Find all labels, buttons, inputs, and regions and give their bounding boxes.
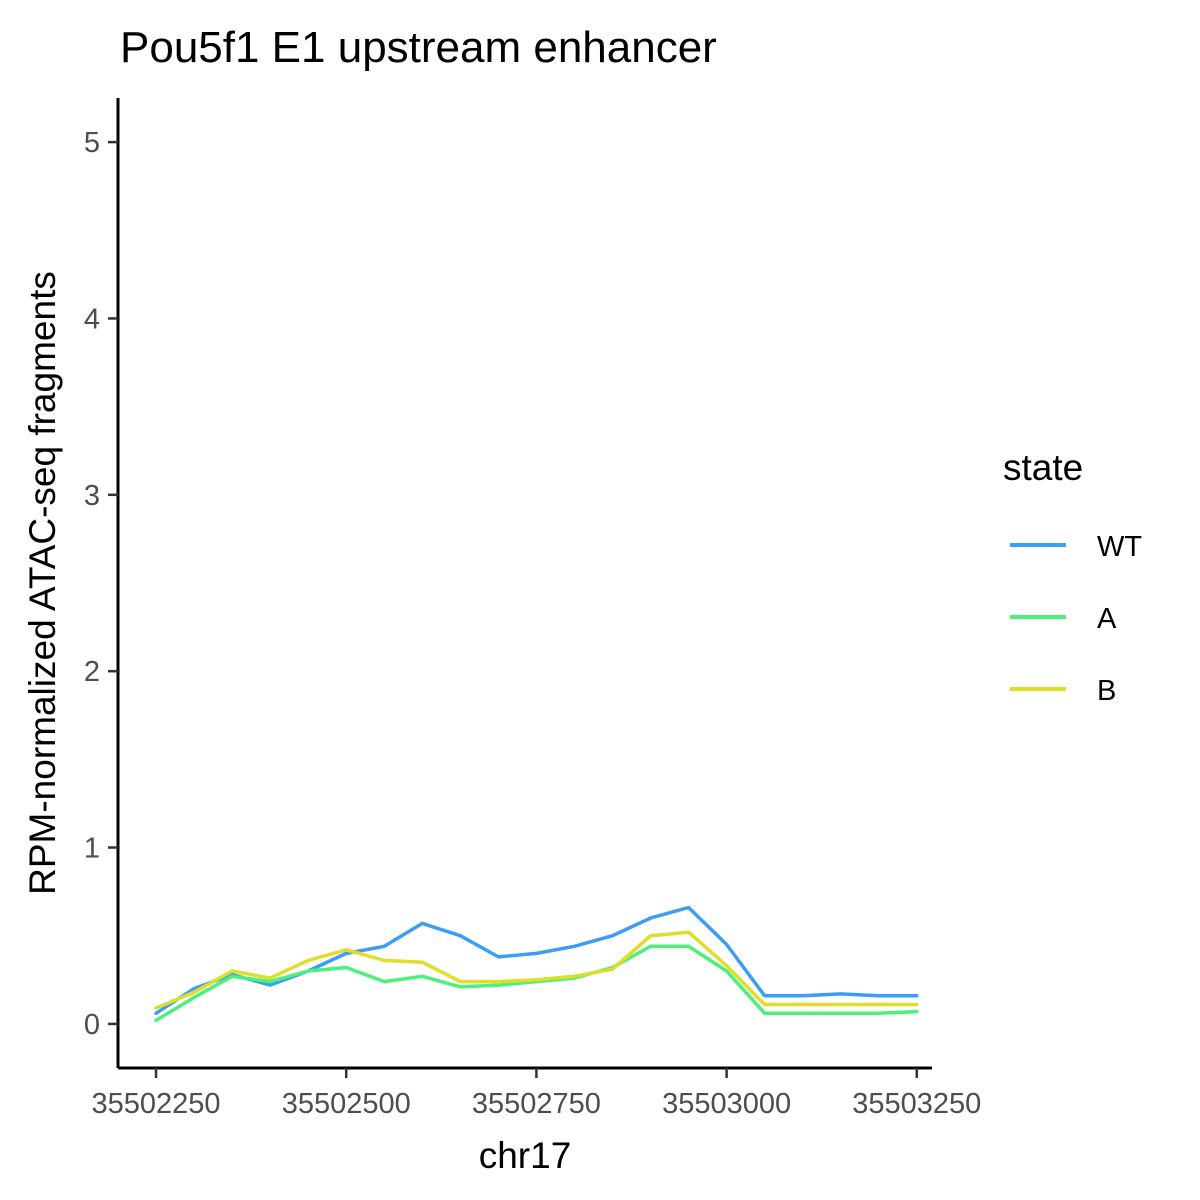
x-tick-label: 35502500 — [282, 1088, 411, 1120]
series-lines — [154, 905, 919, 1023]
y-tick-label: 4 — [84, 303, 100, 335]
legend: state WT A B — [1003, 447, 1142, 707]
y-tick-label: 5 — [84, 127, 100, 159]
legend-title: state — [1003, 447, 1083, 488]
series-line-b — [154, 930, 919, 1010]
x-tick-label: 35502250 — [92, 1088, 221, 1120]
x-tick-label: 35502750 — [472, 1088, 601, 1120]
y-tick-label: 1 — [84, 833, 100, 865]
series-line-a — [154, 944, 919, 1023]
legend-label-a: A — [1097, 603, 1117, 635]
legend-items: WT A B — [1010, 531, 1142, 707]
x-ticks: 35502250 35502500 35502750 35503000 35503250 — [92, 1068, 981, 1120]
x-axis-title: chr17 — [479, 1135, 572, 1176]
y-ticks: 0 1 2 3 4 5 — [84, 127, 118, 1041]
x-tick-label: 35503000 — [662, 1088, 791, 1120]
y-tick-label: 3 — [84, 480, 100, 512]
legend-label-b: B — [1097, 675, 1116, 707]
y-tick-label: 2 — [84, 656, 100, 688]
y-tick-label: 0 — [84, 1009, 100, 1041]
chart-title: Pou5f1 E1 upstream enhancer — [120, 23, 717, 72]
x-tick-label: 35503250 — [852, 1088, 981, 1120]
legend-label-wt: WT — [1097, 531, 1142, 563]
y-axis-title: RPM-normalized ATAC-seq fragments — [22, 271, 63, 895]
series-line-wt — [154, 905, 919, 1016]
y-axis-title-group: RPM-normalized ATAC-seq fragments — [22, 271, 63, 895]
